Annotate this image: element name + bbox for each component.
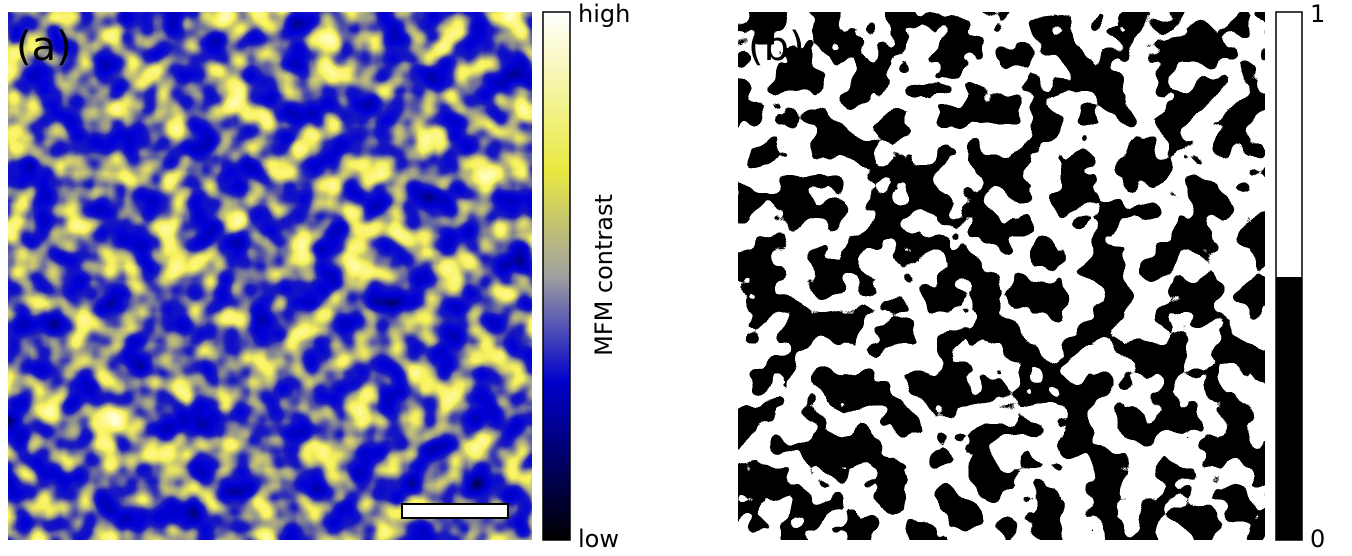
colorbar-bottom-label: 0	[1310, 525, 1325, 553]
mfm-image	[8, 12, 532, 540]
panel-label: (a)	[16, 24, 72, 70]
scale-bar	[401, 503, 509, 519]
binary-image	[738, 12, 1265, 540]
colorbar	[542, 11, 571, 541]
colorbar-top-label: high	[578, 0, 630, 28]
colorbar-title: MFM contrast	[590, 194, 618, 356]
colorbar-black	[1276, 277, 1302, 540]
panel-label: (b)	[748, 24, 805, 70]
colorbar-white	[1276, 12, 1302, 277]
colorbar-top-label: 1	[1310, 0, 1325, 28]
colorbar-bottom-label: low	[578, 525, 619, 553]
colorbar-frame	[1275, 11, 1303, 541]
